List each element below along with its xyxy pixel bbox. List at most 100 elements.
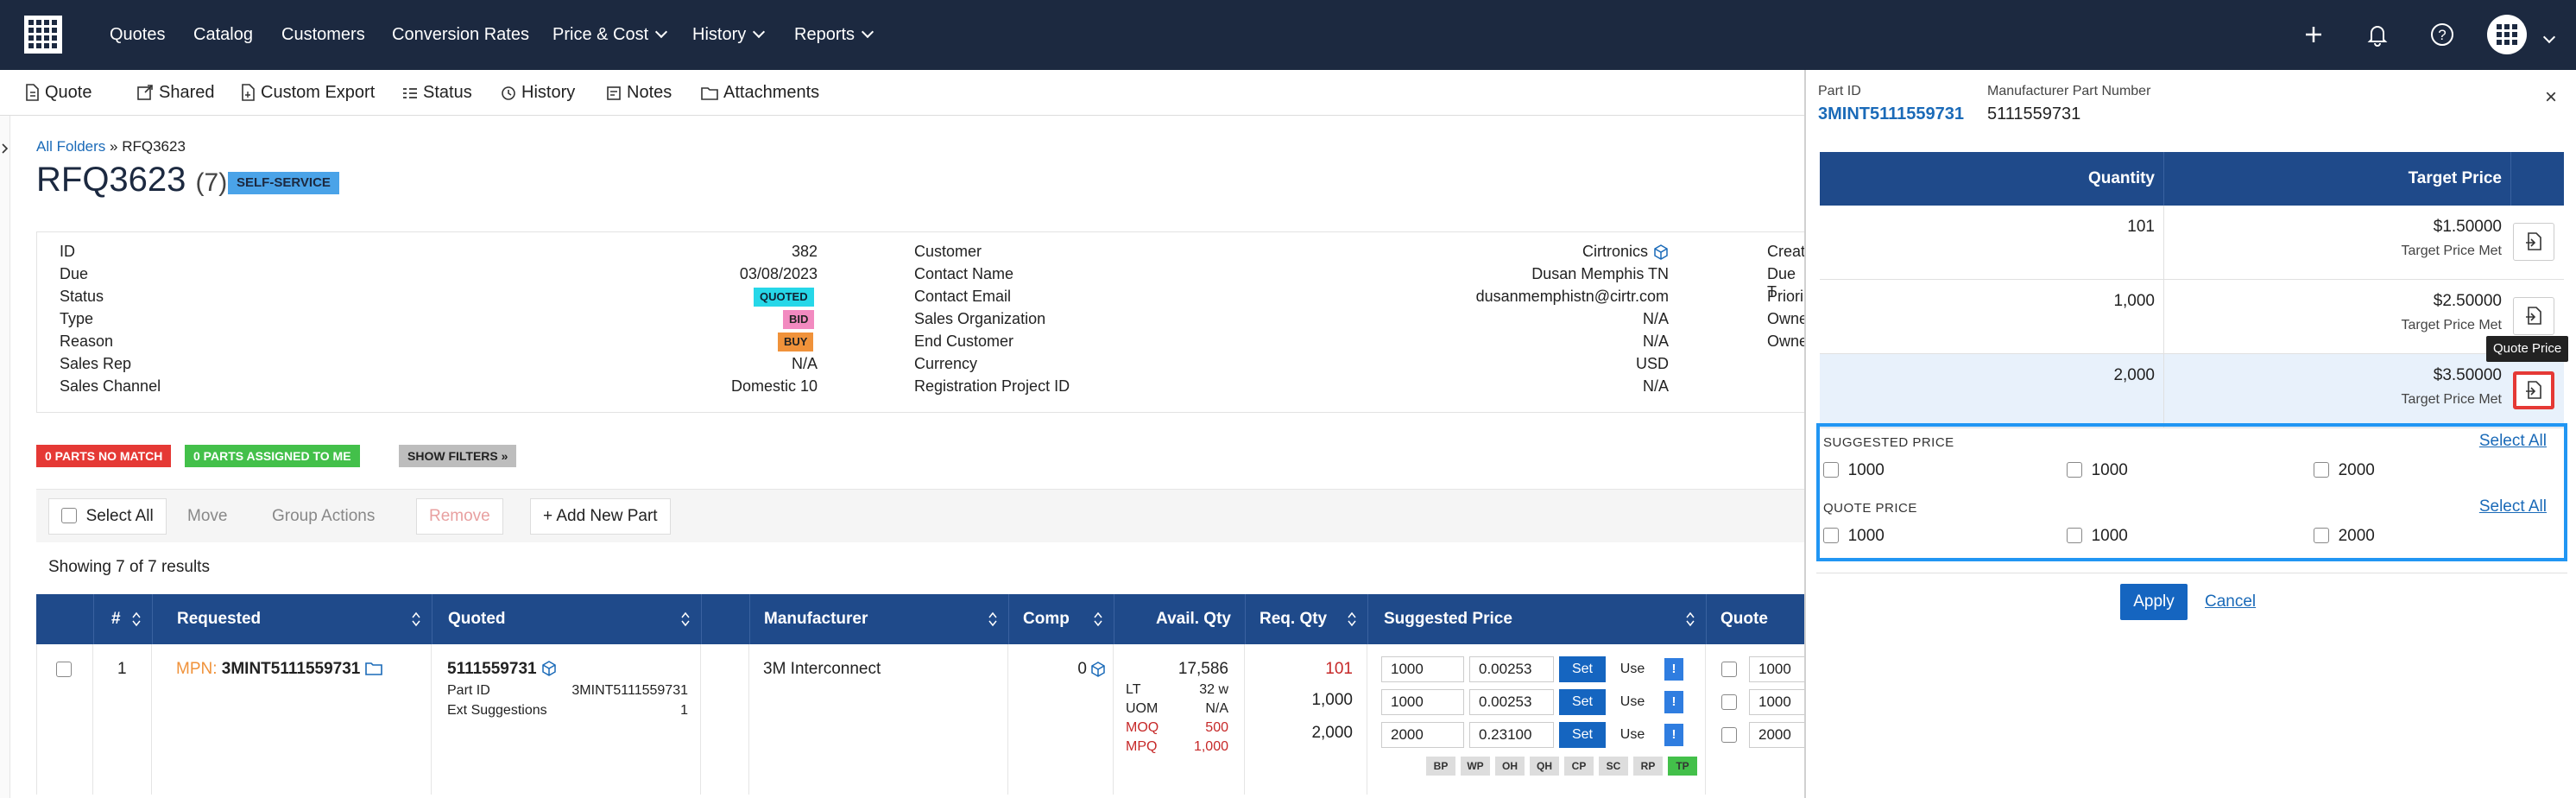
quote-checkbox[interactable]: [1721, 662, 1737, 677]
group-actions-dropdown[interactable]: Group Actions: [259, 498, 396, 535]
quote-qty-input[interactable]: 2000: [1749, 722, 1809, 748]
suggested-price-input[interactable]: 0.00253: [1469, 656, 1554, 682]
suggested-qty-input[interactable]: 1000: [1381, 689, 1464, 715]
sort-icon[interactable]: [1347, 611, 1357, 627]
panel-part-id[interactable]: 3MINT5111559731: [1818, 104, 1965, 124]
move-dropdown[interactable]: Move: [174, 498, 249, 535]
header-num[interactable]: #: [93, 594, 152, 644]
notes-button[interactable]: Notes: [606, 70, 672, 116]
use-button[interactable]: Use: [1619, 727, 1645, 742]
nav-reports[interactable]: Reports: [794, 0, 874, 70]
header-req-qty[interactable]: Req. Qty: [1245, 594, 1367, 644]
quoted-part[interactable]: 5111559731: [447, 660, 557, 679]
header-manufacturer[interactable]: Manufacturer: [749, 594, 1008, 644]
folder-icon[interactable]: [364, 662, 382, 675]
header-quote-price[interactable]: Quote Price: [1706, 594, 1806, 678]
quote-qty-input[interactable]: 1000: [1749, 689, 1809, 715]
set-button[interactable]: Set: [1559, 689, 1606, 715]
tag-tp[interactable]: TP: [1668, 757, 1697, 776]
tag-cp[interactable]: CP: [1564, 757, 1594, 776]
quote-checkbox[interactable]: [1721, 694, 1737, 710]
sort-icon[interactable]: [1093, 611, 1103, 627]
apply-button[interactable]: Apply: [2120, 584, 2188, 620]
select-all-quote-link[interactable]: Select All: [2478, 497, 2547, 516]
status-button[interactable]: Status: [402, 70, 472, 116]
add-new-part-button[interactable]: + Add New Part: [530, 498, 671, 535]
header-requested[interactable]: Requested: [152, 594, 432, 644]
plus-icon[interactable]: [2298, 19, 2329, 50]
apps-menu-icon[interactable]: [2486, 14, 2528, 55]
suggested-checkbox[interactable]: [2067, 462, 2082, 478]
cube-icon[interactable]: [1653, 244, 1669, 260]
bell-icon[interactable]: [2362, 19, 2393, 50]
suggested-checkbox[interactable]: [1823, 462, 1839, 478]
sort-icon[interactable]: [988, 611, 998, 627]
use-button[interactable]: Use: [1619, 694, 1645, 709]
quote-menu[interactable]: Quote: [24, 70, 102, 116]
nav-history[interactable]: History: [692, 0, 766, 70]
quote-qty-input[interactable]: 1000: [1749, 656, 1809, 682]
nav-catalog[interactable]: Catalog: [193, 25, 253, 44]
remove-button[interactable]: Remove: [416, 498, 503, 535]
tag-rp[interactable]: RP: [1633, 757, 1663, 776]
nav-quotes[interactable]: Quotes: [110, 25, 166, 44]
select-all-checkbox[interactable]: [61, 508, 77, 523]
header-comp[interactable]: Comp: [1008, 594, 1114, 644]
shared-button[interactable]: Shared: [136, 70, 215, 116]
breadcrumb-all-folders[interactable]: All Folders: [36, 138, 106, 155]
row-checkbox[interactable]: [56, 662, 72, 677]
tag-wp[interactable]: WP: [1461, 757, 1490, 776]
cube-icon[interactable]: [1090, 662, 1106, 677]
suggested-qty-input[interactable]: 2000: [1381, 722, 1464, 748]
quote-checkbox[interactable]: [2314, 528, 2329, 543]
suggested-checkbox[interactable]: [2314, 462, 2329, 478]
set-button[interactable]: Set: [1559, 656, 1606, 682]
history-button[interactable]: History: [501, 70, 575, 116]
sort-icon[interactable]: [131, 611, 142, 627]
nav-customers[interactable]: Customers: [281, 25, 365, 44]
quote-price-button-highlighted[interactable]: [2513, 371, 2554, 409]
quote-checkbox[interactable]: [1721, 727, 1737, 743]
alert-button[interactable]: !: [1664, 691, 1683, 713]
quote-price-button[interactable]: [2513, 297, 2554, 335]
suggested-option[interactable]: 1000: [2067, 461, 2128, 480]
set-button[interactable]: Set: [1559, 722, 1606, 748]
app-grid-logo[interactable]: [24, 16, 62, 54]
tag-bp[interactable]: BP: [1426, 757, 1455, 776]
filter-no-match[interactable]: 0 PARTS NO MATCH: [36, 445, 172, 467]
tag-qh[interactable]: QH: [1530, 757, 1559, 776]
use-button[interactable]: Use: [1619, 662, 1645, 676]
tag-sc[interactable]: SC: [1599, 757, 1628, 776]
quote-option[interactable]: 1000: [1823, 527, 1885, 546]
expand-sidebar-icon[interactable]: [2, 143, 9, 154]
sort-icon[interactable]: [1685, 611, 1695, 627]
alert-button[interactable]: !: [1664, 658, 1683, 681]
filter-assigned[interactable]: 0 PARTS ASSIGNED TO ME: [185, 445, 360, 467]
quote-option[interactable]: 1000: [2067, 527, 2128, 546]
nav-price-cost[interactable]: Price & Cost: [552, 0, 668, 70]
suggested-price-input[interactable]: 0.00253: [1469, 689, 1554, 715]
tag-oh[interactable]: OH: [1495, 757, 1525, 776]
sort-icon[interactable]: [680, 611, 691, 627]
alert-button[interactable]: !: [1664, 724, 1683, 746]
select-all-button[interactable]: Select All: [48, 498, 167, 535]
nav-conversion-rates[interactable]: Conversion Rates: [392, 25, 529, 44]
cancel-link[interactable]: Cancel: [2205, 592, 2257, 611]
quote-checkbox[interactable]: [2067, 528, 2082, 543]
suggested-option[interactable]: 1000: [1823, 461, 1885, 480]
help-icon[interactable]: ?: [2427, 19, 2458, 50]
suggested-qty-input[interactable]: 1000: [1381, 656, 1464, 682]
header-suggested-price[interactable]: Suggested Price: [1367, 594, 1706, 644]
close-icon[interactable]: ×: [2545, 86, 2558, 109]
quote-price-button[interactable]: [2513, 223, 2554, 261]
header-quoted[interactable]: Quoted: [432, 594, 701, 644]
attachments-button[interactable]: Attachments: [701, 70, 819, 116]
quote-option[interactable]: 2000: [2314, 527, 2375, 546]
header-avail-qty[interactable]: Avail. Qty: [1114, 594, 1245, 644]
custom-export-button[interactable]: Custom Export: [240, 70, 375, 116]
suggested-price-input[interactable]: 0.23100: [1469, 722, 1554, 748]
cube-icon[interactable]: [541, 661, 557, 676]
sort-icon[interactable]: [411, 611, 421, 627]
select-all-suggested-link[interactable]: Select All: [2478, 432, 2547, 450]
chevron-down-icon[interactable]: [2542, 30, 2556, 44]
